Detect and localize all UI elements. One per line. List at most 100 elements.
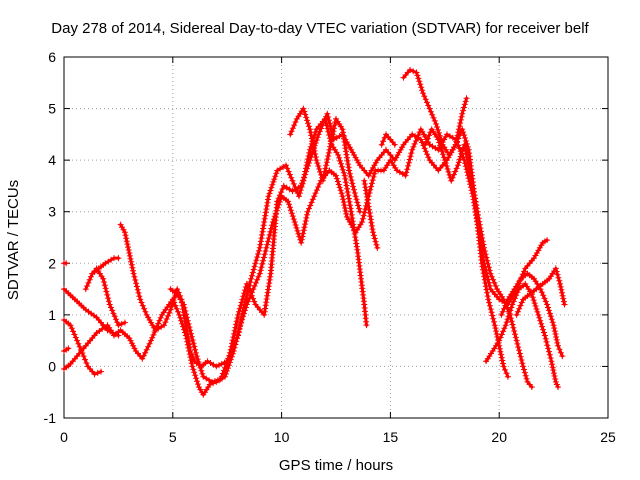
data-point-marker [462, 147, 469, 154]
data-point-marker [531, 300, 538, 307]
data-point-marker [439, 151, 446, 158]
data-point-marker [103, 288, 110, 295]
data-point-marker [300, 230, 307, 237]
data-point-marker [161, 322, 168, 329]
data-point-marker [419, 139, 426, 146]
data-point-marker [304, 208, 311, 215]
data-point-marker [558, 286, 565, 293]
data-point-marker [313, 157, 320, 164]
y-tick-label: 6 [48, 49, 56, 65]
data-point-marker [339, 166, 346, 173]
data-point-marker [285, 198, 292, 205]
data-point-marker [561, 301, 568, 308]
data-point-marker [342, 175, 349, 182]
data-point-marker [516, 305, 523, 312]
data-point-marker [488, 273, 495, 280]
data-point-marker [455, 159, 462, 166]
data-point-marker [174, 286, 181, 293]
data-point-marker [364, 193, 370, 200]
data-point-marker [554, 339, 561, 346]
data-point-marker [423, 138, 430, 145]
series-track-10 [287, 105, 363, 215]
data-point-marker [80, 353, 87, 360]
data-point-marker [501, 325, 508, 332]
data-point-marker [320, 119, 327, 126]
data-point-marker [507, 307, 514, 314]
data-point-marker [224, 358, 231, 365]
data-point-marker [306, 126, 313, 133]
data-point-marker [190, 340, 197, 347]
plot-frame [63, 56, 609, 419]
series-track-3 [61, 317, 104, 378]
data-point-marker [254, 276, 261, 283]
data-point-marker [462, 138, 469, 144]
data-point-marker [329, 131, 336, 138]
data-point-marker [512, 331, 518, 338]
data-point-marker [259, 260, 266, 267]
data-point-marker [403, 169, 410, 176]
data-point-marker [503, 299, 510, 306]
data-point-marker [419, 87, 426, 94]
data-point-marker [195, 381, 201, 388]
data-point-marker [252, 260, 259, 267]
data-point-marker [457, 120, 464, 126]
data-point-marker [555, 342, 561, 349]
data-point-marker [456, 123, 463, 130]
data-point-marker [126, 250, 133, 256]
data-point-marker [310, 141, 317, 148]
data-point-marker [466, 163, 472, 170]
data-point-marker [188, 330, 194, 337]
data-point-marker [155, 320, 162, 327]
data-point-marker [362, 187, 369, 194]
data-point-marker [513, 292, 520, 299]
data-point-marker [85, 279, 92, 286]
data-point-marker [548, 316, 555, 323]
data-point-marker [476, 218, 483, 225]
data-point-marker [359, 215, 366, 222]
data-point-marker [452, 141, 459, 148]
data-point-marker [369, 177, 376, 184]
data-point-marker [537, 317, 544, 324]
data-point-marker [546, 310, 553, 317]
data-point-marker [351, 186, 357, 193]
data-point-marker [546, 351, 553, 358]
data-point-marker [505, 313, 512, 320]
data-point-marker [436, 139, 443, 146]
data-point-marker [503, 319, 510, 326]
data-point-marker [417, 126, 424, 133]
data-point-marker [257, 267, 264, 274]
data-point-marker [258, 264, 265, 271]
data-point-marker [314, 134, 321, 141]
data-point-marker [209, 378, 215, 385]
data-point-marker [67, 322, 74, 329]
data-point-marker [308, 132, 315, 139]
data-point-marker [135, 289, 142, 296]
data-point-marker [137, 296, 144, 303]
data-point-marker [250, 266, 257, 273]
data-point-marker [491, 322, 498, 329]
data-point-marker [514, 308, 521, 315]
data-point-marker [363, 322, 370, 329]
data-point-marker [480, 270, 487, 277]
series-track-17 [513, 265, 568, 318]
data-point-marker [186, 341, 193, 348]
data-point-marker [481, 244, 487, 251]
data-point-marker [132, 277, 139, 283]
data-point-marker [544, 237, 551, 244]
data-point-marker [146, 317, 153, 323]
data-point-marker [552, 331, 559, 337]
data-point-marker [368, 180, 375, 187]
data-point-marker [411, 140, 418, 147]
series-track-8 [117, 115, 370, 370]
data-point-marker [304, 211, 311, 218]
data-point-marker [272, 173, 279, 180]
data-point-marker [102, 285, 109, 292]
data-point-marker [285, 168, 292, 175]
y-tick-label: 5 [48, 101, 56, 117]
data-point-marker [76, 343, 83, 350]
data-point-marker [240, 307, 247, 314]
data-point-marker [170, 297, 177, 304]
data-point-marker [256, 270, 263, 277]
data-point-marker [340, 196, 347, 203]
y-tick-label: 4 [48, 152, 56, 168]
